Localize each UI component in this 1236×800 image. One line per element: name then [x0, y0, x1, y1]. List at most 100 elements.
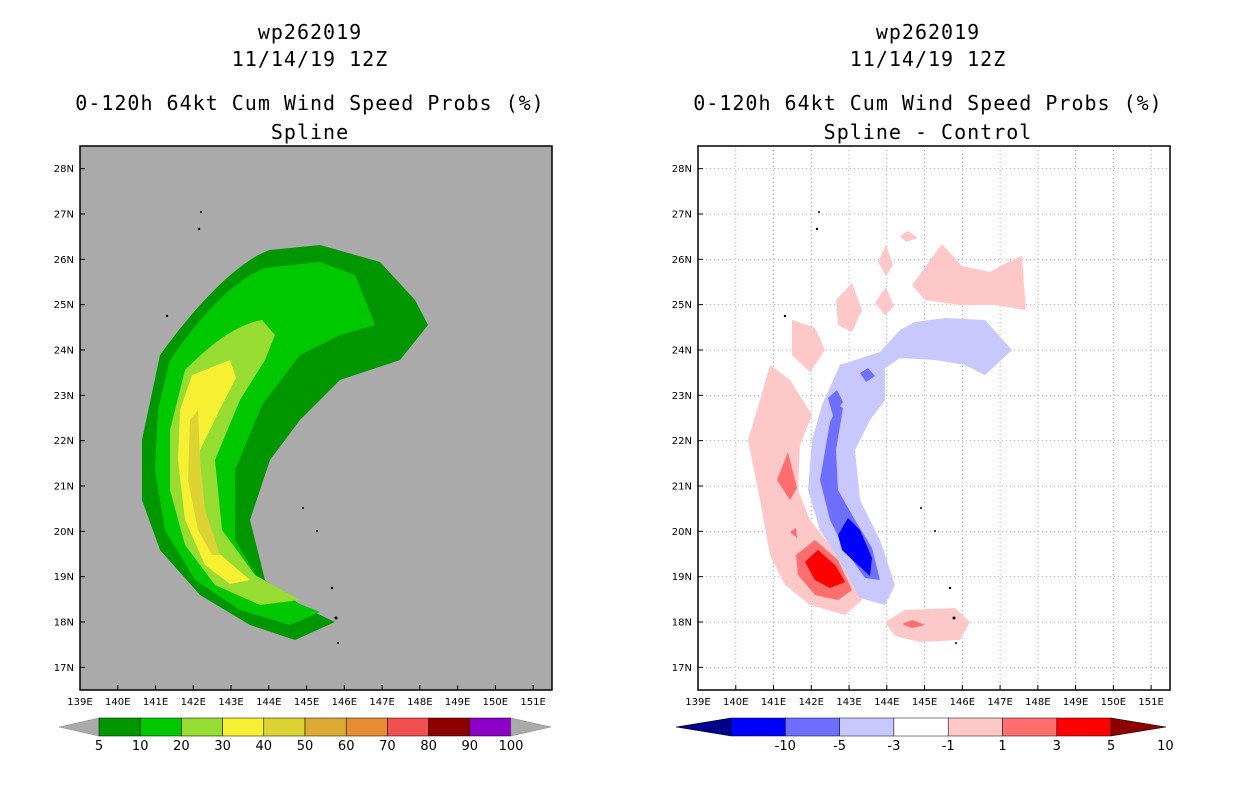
left-title-storm: wp262019	[257, 20, 363, 44]
x-tick-label: 147E	[369, 697, 394, 708]
x-tick-label: 150E	[1101, 697, 1126, 708]
colorbar-label: 3	[1053, 739, 1061, 754]
left-y-axis: 17N 18N 19N 20N 21N 22N 23N 24N 25N 26N 27N 28N	[54, 164, 85, 674]
x-tick-label: 149E	[445, 697, 470, 708]
colorbar-swatch	[222, 717, 265, 737]
y-tick-label: 27N	[672, 210, 692, 221]
x-tick-label: 151E	[1138, 697, 1163, 708]
colorbar-swatch	[839, 717, 895, 737]
colorbar-label: 10	[132, 739, 149, 754]
x-tick-label: 141E	[143, 697, 168, 708]
colorbar-swatch	[469, 717, 512, 737]
right-difference-contours	[748, 231, 1026, 642]
y-tick-label: 26N	[54, 255, 74, 266]
x-tick-label: 142E	[799, 697, 824, 708]
colorbar-swatch	[263, 717, 306, 737]
y-tick-label: 19N	[672, 572, 692, 583]
x-tick-label: 143E	[836, 697, 861, 708]
left-title-method: Spline	[270, 120, 350, 144]
right-x-axis: 139E 140E 141E 142E 143E 144E 145E 146E 147E 148E…	[685, 685, 1164, 708]
colorbar-label: -5	[833, 739, 846, 754]
colorbar-swatch	[387, 717, 429, 737]
y-tick-label: 23N	[54, 391, 74, 402]
x-tick-label: 148E	[1025, 697, 1050, 708]
y-tick-label: 17N	[672, 663, 692, 674]
left-contour-40	[188, 410, 220, 555]
right-contour-pos-5	[805, 550, 845, 588]
y-tick-label: 20N	[672, 527, 692, 538]
x-tick-label: 151E	[520, 697, 545, 708]
left-islands	[165, 211, 339, 644]
right-contour-pos-3b	[777, 452, 797, 500]
x-tick-label: 145E	[294, 697, 319, 708]
colorbar-label: 80	[420, 739, 437, 754]
y-tick-label: 24N	[672, 346, 692, 357]
left-colorbar: 5 10 20 30 40 50 60 70 80 90 100	[58, 717, 552, 754]
y-tick-label: 28N	[54, 164, 74, 175]
right-contour-pos-1g	[912, 244, 1026, 310]
colorbar-swatch	[181, 717, 223, 737]
y-tick-label: 18N	[54, 618, 74, 629]
colorbar-label: -3	[887, 739, 900, 754]
left-title-product: 0-120h 64kt Cum Wind Speed Probs (%)	[75, 91, 545, 115]
colorbar-label: 1	[998, 739, 1006, 754]
right-title-product: 0-120h 64kt Cum Wind Speed Probs (%)	[693, 91, 1163, 115]
x-tick-label: 143E	[218, 697, 243, 708]
colorbar-label: -1	[942, 739, 955, 754]
right-contour-neg-3c	[860, 368, 875, 382]
left-map-frame	[79, 145, 553, 691]
right-contour-pos-1f	[900, 231, 918, 242]
y-tick-label: 23N	[672, 391, 692, 402]
y-tick-label: 25N	[54, 300, 74, 311]
colorbar-label: 90	[462, 739, 479, 754]
right-title-date: 11/14/19 12Z	[849, 47, 1007, 71]
right-map-frame	[697, 145, 1171, 691]
colorbar-label: 100	[499, 739, 524, 754]
x-tick-label: 150E	[483, 697, 508, 708]
colorbar-label: 10	[1157, 739, 1174, 754]
colorbar-label: 5	[95, 739, 103, 754]
x-tick-label: 145E	[912, 697, 937, 708]
colorbar-swatch	[304, 717, 347, 737]
y-tick-label: 19N	[54, 572, 74, 583]
right-contour-pos-1h	[885, 608, 970, 642]
colorbar-swatch	[785, 717, 840, 737]
colorbar-label: 40	[256, 739, 273, 754]
colorbar-swatch	[98, 717, 141, 737]
colorbar-label: 30	[214, 739, 231, 754]
right-contour-pos-1e	[875, 287, 894, 315]
colorbar-label: 60	[338, 739, 355, 754]
y-tick-label: 18N	[672, 618, 692, 629]
colorbar-label: 70	[379, 739, 396, 754]
right-contour-neg-5	[838, 518, 872, 576]
right-contour-pos-1c	[836, 283, 862, 332]
left-title-date: 11/14/19 12Z	[231, 47, 389, 71]
x-tick-label: 142E	[181, 697, 206, 708]
right-contour-pos-3d	[902, 620, 925, 628]
y-tick-label: 22N	[672, 436, 692, 447]
y-tick-label: 21N	[54, 482, 74, 493]
colorbar-swatch	[1002, 717, 1058, 737]
y-tick-label: 26N	[672, 255, 692, 266]
x-tick-label: 144E	[256, 697, 281, 708]
right-y-axis: 17N 18N 19N 20N 21N 22N 23N 24N 25N 26N 27N 28N	[672, 164, 703, 674]
colorbar-swatch	[345, 717, 388, 737]
y-tick-label: 17N	[54, 663, 74, 674]
y-tick-label: 24N	[54, 346, 74, 357]
colorbar-swatch	[428, 717, 471, 737]
right-contour-neg-3	[820, 405, 880, 580]
x-tick-label: 139E	[685, 697, 710, 708]
colorbar-under-arrow	[58, 717, 100, 737]
colorbar-under-arrow	[675, 717, 732, 737]
x-tick-label: 147E	[987, 697, 1012, 708]
x-tick-label: 148E	[407, 697, 432, 708]
right-title-storm: wp262019	[875, 20, 981, 44]
right-title-method: Spline - Control	[823, 120, 1033, 144]
x-tick-label: 141E	[761, 697, 786, 708]
colorbar-label: 5	[1107, 739, 1115, 754]
colorbar-swatch	[730, 717, 786, 737]
y-tick-label: 25N	[672, 300, 692, 311]
right-contour-pos-3c	[790, 528, 797, 538]
x-tick-label: 144E	[874, 697, 899, 708]
